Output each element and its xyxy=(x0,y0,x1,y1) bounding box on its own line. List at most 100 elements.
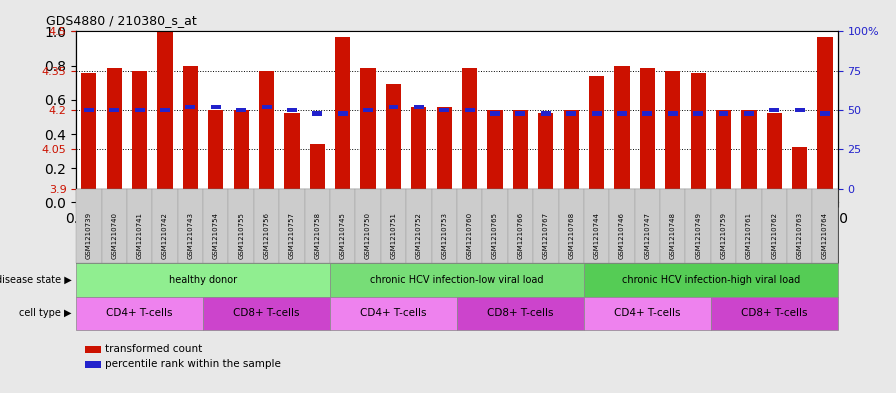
Text: CD8+ T-cells: CD8+ T-cells xyxy=(233,309,300,318)
Text: GSM1210758: GSM1210758 xyxy=(314,212,321,259)
Bar xyxy=(465,108,475,112)
Text: GSM1210756: GSM1210756 xyxy=(263,212,270,259)
Text: GSM1210752: GSM1210752 xyxy=(416,213,422,259)
Bar xyxy=(694,111,703,116)
Bar xyxy=(414,105,424,109)
Bar xyxy=(744,111,754,116)
Bar xyxy=(462,68,478,189)
Text: GSM1210739: GSM1210739 xyxy=(86,212,92,259)
Bar xyxy=(617,111,627,116)
Text: GSM1210748: GSM1210748 xyxy=(669,212,676,259)
Bar xyxy=(541,111,551,116)
Text: chronic HCV infection-low viral load: chronic HCV infection-low viral load xyxy=(370,275,544,285)
Bar xyxy=(335,37,350,189)
Bar xyxy=(820,111,830,116)
Bar xyxy=(259,71,274,189)
Text: GSM1210767: GSM1210767 xyxy=(543,212,549,259)
Bar xyxy=(82,73,97,189)
Text: CD4+ T-cells: CD4+ T-cells xyxy=(614,309,681,318)
Text: GSM1210763: GSM1210763 xyxy=(797,212,803,259)
Bar xyxy=(513,110,528,189)
Text: GSM1210761: GSM1210761 xyxy=(745,212,752,259)
Text: transformed count: transformed count xyxy=(105,344,202,354)
Text: GSM1210747: GSM1210747 xyxy=(644,212,650,259)
Bar xyxy=(538,113,554,189)
Text: GSM1210745: GSM1210745 xyxy=(340,213,346,259)
Text: GSM1210746: GSM1210746 xyxy=(619,212,625,259)
Text: GSM1210749: GSM1210749 xyxy=(695,212,702,259)
Bar xyxy=(640,68,655,189)
Text: CD4+ T-cells: CD4+ T-cells xyxy=(360,309,426,318)
Bar xyxy=(310,144,325,189)
Text: CD8+ T-cells: CD8+ T-cells xyxy=(487,309,554,318)
Bar xyxy=(719,111,728,116)
Bar xyxy=(208,110,223,189)
Bar xyxy=(411,107,426,189)
Bar xyxy=(741,110,756,189)
Bar xyxy=(109,108,119,112)
Bar xyxy=(338,111,348,116)
Text: GSM1210744: GSM1210744 xyxy=(593,213,599,259)
Text: CD4+ T-cells: CD4+ T-cells xyxy=(107,309,173,318)
Bar xyxy=(262,105,271,109)
Text: CD8+ T-cells: CD8+ T-cells xyxy=(741,309,807,318)
Text: GSM1210766: GSM1210766 xyxy=(517,212,523,259)
Bar xyxy=(665,71,680,189)
Text: GSM1210768: GSM1210768 xyxy=(568,212,574,259)
Text: GSM1210765: GSM1210765 xyxy=(492,212,498,259)
Text: cell type ▶: cell type ▶ xyxy=(19,309,72,318)
Bar xyxy=(389,105,399,109)
Text: GSM1210751: GSM1210751 xyxy=(391,212,397,259)
Bar xyxy=(160,108,170,112)
Text: disease state ▶: disease state ▶ xyxy=(0,275,72,285)
Bar xyxy=(591,111,601,116)
Bar xyxy=(564,110,579,189)
Bar xyxy=(795,108,805,112)
Bar xyxy=(132,71,147,189)
Text: GSM1210760: GSM1210760 xyxy=(467,212,473,259)
Bar xyxy=(668,111,677,116)
Text: GSM1210741: GSM1210741 xyxy=(136,212,142,259)
Bar xyxy=(237,108,246,112)
Text: GSM1210750: GSM1210750 xyxy=(365,212,371,259)
Text: GSM1210754: GSM1210754 xyxy=(212,213,219,259)
Bar xyxy=(287,108,297,112)
Bar xyxy=(642,111,652,116)
Text: GSM1210753: GSM1210753 xyxy=(441,212,447,259)
Bar xyxy=(84,108,94,112)
Bar xyxy=(360,68,375,189)
Bar xyxy=(487,110,503,189)
Text: GSM1210764: GSM1210764 xyxy=(822,212,828,259)
Text: GSM1210762: GSM1210762 xyxy=(771,212,778,259)
Bar xyxy=(363,108,373,112)
Text: GSM1210759: GSM1210759 xyxy=(720,212,727,259)
Text: GSM1210757: GSM1210757 xyxy=(289,212,295,259)
Bar xyxy=(386,84,401,189)
Bar xyxy=(817,37,832,189)
Bar xyxy=(792,147,807,189)
Bar xyxy=(134,108,144,112)
Bar xyxy=(439,108,449,112)
Text: GSM1210755: GSM1210755 xyxy=(238,213,245,259)
Bar xyxy=(234,110,249,189)
Text: GSM1210740: GSM1210740 xyxy=(111,212,117,259)
Text: GDS4880 / 210380_s_at: GDS4880 / 210380_s_at xyxy=(46,15,196,28)
Bar xyxy=(515,111,525,116)
Text: GSM1210743: GSM1210743 xyxy=(187,212,194,259)
Bar xyxy=(107,68,122,189)
Text: healthy donor: healthy donor xyxy=(169,275,237,285)
Text: percentile rank within the sample: percentile rank within the sample xyxy=(105,359,280,369)
Bar xyxy=(158,31,173,189)
Bar xyxy=(716,110,731,189)
Bar xyxy=(284,113,299,189)
Bar xyxy=(589,76,604,189)
Bar xyxy=(436,107,452,189)
Bar xyxy=(490,111,500,116)
Bar xyxy=(615,66,630,189)
Bar xyxy=(313,111,323,116)
Bar xyxy=(770,108,780,112)
Text: GSM1210742: GSM1210742 xyxy=(162,213,168,259)
Bar xyxy=(566,111,576,116)
Bar xyxy=(183,66,198,189)
Bar xyxy=(185,105,195,109)
